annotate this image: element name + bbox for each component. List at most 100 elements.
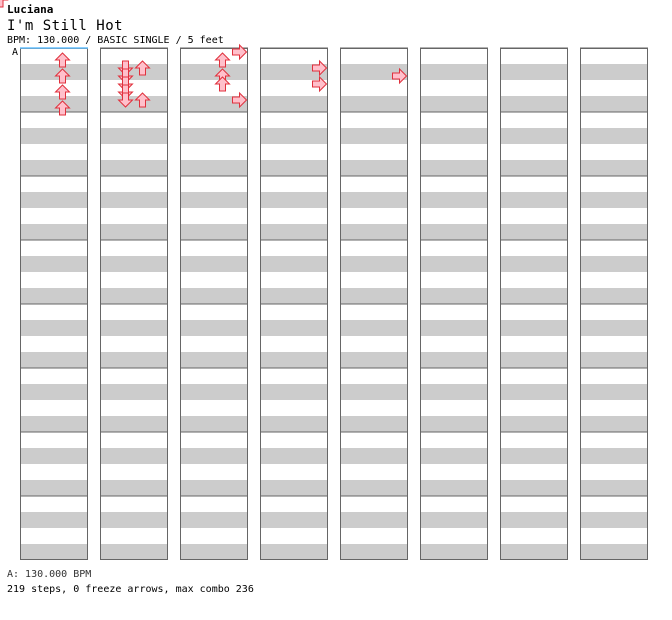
beat-stripe	[580, 288, 648, 304]
beat-stripe	[340, 288, 408, 304]
beat-stripe	[100, 64, 168, 80]
beat-stripe	[20, 64, 88, 80]
beat-stripe	[100, 512, 168, 528]
beat-stripe	[420, 256, 488, 272]
beat-stripe	[500, 128, 568, 144]
chart-column	[100, 47, 168, 560]
song-artist: Luciana	[7, 3, 54, 16]
beat-stripe	[100, 128, 168, 144]
column-border	[180, 48, 248, 560]
beat-stripe	[20, 512, 88, 528]
beat-stripe	[580, 64, 648, 80]
beat-stripe	[20, 192, 88, 208]
beat-stripe	[500, 448, 568, 464]
beat-stripe	[100, 352, 168, 368]
right-arrow-icon	[232, 91, 248, 109]
beat-stripe	[500, 288, 568, 304]
chart-column	[20, 47, 88, 560]
beat-stripe	[500, 96, 568, 112]
beat-stripe	[20, 256, 88, 272]
beat-stripe	[340, 64, 408, 80]
beat-stripe	[20, 320, 88, 336]
beat-stripe	[340, 160, 408, 176]
beat-stripe	[20, 288, 88, 304]
beat-stripe	[20, 480, 88, 496]
beat-stripe	[340, 448, 408, 464]
column-border	[100, 48, 168, 560]
beat-stripe	[180, 160, 248, 176]
beat-stripe	[180, 96, 248, 112]
beat-stripe	[260, 448, 328, 464]
beat-stripe	[340, 352, 408, 368]
column-border	[580, 48, 648, 560]
beat-stripe	[260, 192, 328, 208]
beat-stripe	[580, 512, 648, 528]
beat-stripe	[340, 256, 408, 272]
beat-stripe	[580, 96, 648, 112]
beat-stripe	[180, 544, 248, 560]
beat-stripe	[180, 320, 248, 336]
beat-stripe	[260, 384, 328, 400]
beat-stripe	[260, 160, 328, 176]
beat-stripe	[100, 384, 168, 400]
song-title: I'm Still Hot	[7, 18, 124, 34]
beat-stripe	[340, 544, 408, 560]
beat-stripe	[180, 288, 248, 304]
up-arrow-icon	[214, 52, 231, 68]
beat-stripe	[100, 416, 168, 432]
beat-stripe	[580, 448, 648, 464]
beat-stripe	[420, 224, 488, 240]
beat-stripe	[340, 192, 408, 208]
beat-stripe	[500, 256, 568, 272]
footer-bpm: A: 130.000 BPM	[7, 569, 92, 580]
beat-stripe	[420, 384, 488, 400]
beat-stripe	[580, 544, 648, 560]
beat-stripe	[420, 192, 488, 208]
beat-stripe	[420, 96, 488, 112]
beat-stripe	[420, 160, 488, 176]
beat-stripe	[500, 384, 568, 400]
beat-stripe	[20, 352, 88, 368]
chart-column	[500, 47, 568, 560]
beat-stripe	[500, 320, 568, 336]
beat-stripe	[500, 160, 568, 176]
beat-stripe	[500, 192, 568, 208]
beat-stripe	[100, 320, 168, 336]
beat-stripe	[580, 160, 648, 176]
up-arrow-icon	[54, 84, 71, 100]
undefined-arrow-icon	[0, 0, 9, 8]
chart-column	[260, 47, 328, 560]
beat-stripe	[180, 384, 248, 400]
beat-stripe	[260, 64, 328, 80]
beat-stripe	[500, 512, 568, 528]
beat-stripe	[20, 128, 88, 144]
beat-stripe	[180, 352, 248, 368]
beat-stripe	[580, 352, 648, 368]
beat-stripe	[100, 544, 168, 560]
beat-stripe	[260, 128, 328, 144]
beat-stripe	[580, 480, 648, 496]
beat-stripe	[340, 416, 408, 432]
up-arrow-icon	[134, 92, 151, 108]
beat-stripe	[180, 480, 248, 496]
beat-stripe	[260, 544, 328, 560]
up-arrow-icon	[134, 60, 151, 76]
beat-stripe	[180, 64, 248, 80]
beat-stripe	[260, 288, 328, 304]
beat-stripe	[420, 416, 488, 432]
beat-stripe	[500, 352, 568, 368]
beat-stripe	[260, 96, 328, 112]
beat-stripe	[20, 224, 88, 240]
beat-stripe	[580, 128, 648, 144]
beat-stripe	[260, 416, 328, 432]
column-border	[260, 48, 328, 560]
beat-stripe	[500, 416, 568, 432]
beat-stripe	[420, 544, 488, 560]
beat-stripe	[580, 320, 648, 336]
beat-stripe	[420, 288, 488, 304]
beat-stripe	[420, 64, 488, 80]
beat-stripe	[100, 480, 168, 496]
beat-stripe	[260, 224, 328, 240]
beat-stripe	[260, 320, 328, 336]
beat-stripe	[180, 224, 248, 240]
